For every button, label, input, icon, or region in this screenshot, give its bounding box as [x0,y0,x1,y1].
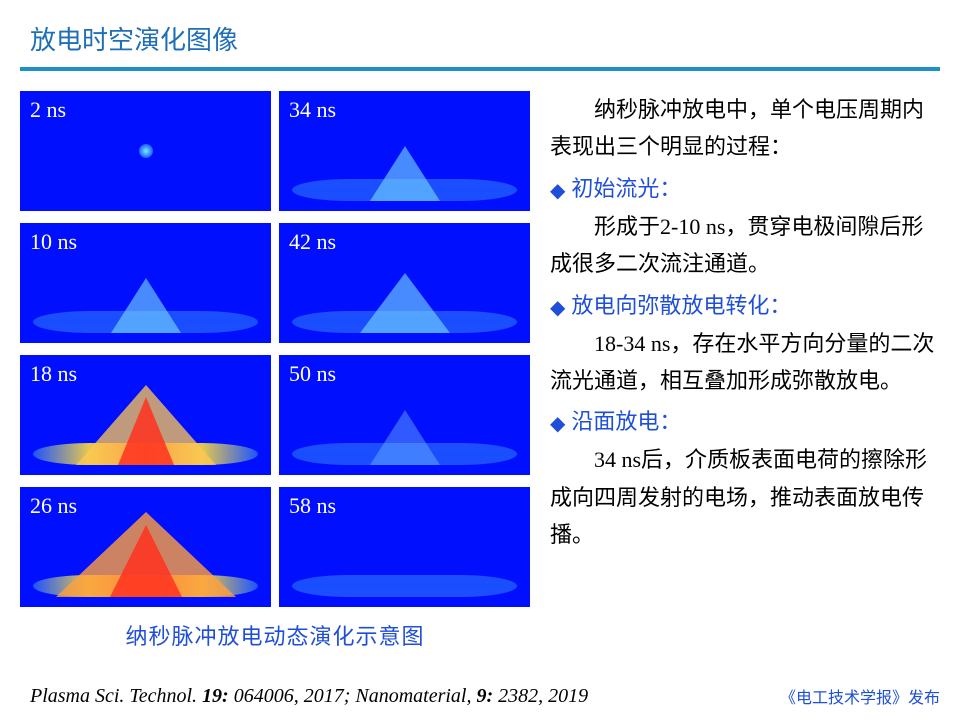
citation: Plasma Sci. Technol. 19: 064006, 2017; N… [30,685,588,708]
page-title: 放电时空演化图像 [0,0,960,67]
discharge-panel: 34 ns [279,91,530,211]
source-label: 《电工技术学报》发布 [780,684,940,708]
bullet-item: ◆初始流光： [550,170,940,208]
bullet-title: 初始流光： [571,170,681,207]
panel-label: 50 ns [289,361,336,387]
figure-caption: 纳秒脉冲放电动态演化示意图 [20,619,530,651]
discharge-panel: 10 ns [20,223,271,343]
content-area: 2 ns34 ns10 ns42 ns18 ns50 ns26 ns58 ns … [0,91,960,651]
citation-part: 2382, 2019 [493,685,588,707]
panel-label: 58 ns [289,493,336,519]
discharge-panel: 58 ns [279,487,530,607]
citation-vol: 9: [476,685,493,707]
citation-part: 064006, 2017; Nanomaterial, [229,685,477,707]
discharge-panel: 18 ns [20,355,271,475]
bullet-title: 沿面放电： [571,403,681,440]
panel-label: 42 ns [289,229,336,255]
diamond-icon: ◆ [550,407,565,441]
text-area: 纳秒脉冲放电中，单个电压周期内表现出三个明显的过程： ◆初始流光：形成于2-10… [550,91,940,651]
figure-area: 2 ns34 ns10 ns42 ns18 ns50 ns26 ns58 ns … [20,91,530,651]
bullet-body: 34 ns后，介质板表面电荷的擦除形成向四周发射的电场，推动表面放电传播。 [550,441,940,553]
diamond-icon: ◆ [550,291,565,325]
discharge-panel: 50 ns [279,355,530,475]
panel-label: 18 ns [30,361,77,387]
divider [20,67,940,71]
citation-vol: 19: [202,685,229,707]
bullet-item: ◆放电向弥散放电转化： [550,287,940,325]
panel-label: 10 ns [30,229,77,255]
bullet-body: 形成于2-10 ns，贯穿电极间隙后形成很多二次流注通道。 [550,208,940,283]
diamond-icon: ◆ [550,174,565,208]
bullet-item: ◆沿面放电： [550,403,940,441]
intro-text: 纳秒脉冲放电中，单个电压周期内表现出三个明显的过程： [550,91,940,166]
citation-part: Plasma Sci. Technol. [30,685,202,707]
bullet-title: 放电向弥散放电转化： [571,287,791,324]
discharge-panel: 2 ns [20,91,271,211]
bullet-body: 18-34 ns，存在水平方向分量的二次流光通道，相互叠加形成弥散放电。 [550,325,940,400]
discharge-panel: 26 ns [20,487,271,607]
panel-label: 2 ns [30,97,66,123]
discharge-panel: 42 ns [279,223,530,343]
panel-label: 34 ns [289,97,336,123]
panel-grid: 2 ns 34 ns 10 ns 42 ns 18 ns 50 ns 26 ns 58 ns [20,91,530,607]
footer: Plasma Sci. Technol. 19: 064006, 2017; N… [30,684,940,708]
